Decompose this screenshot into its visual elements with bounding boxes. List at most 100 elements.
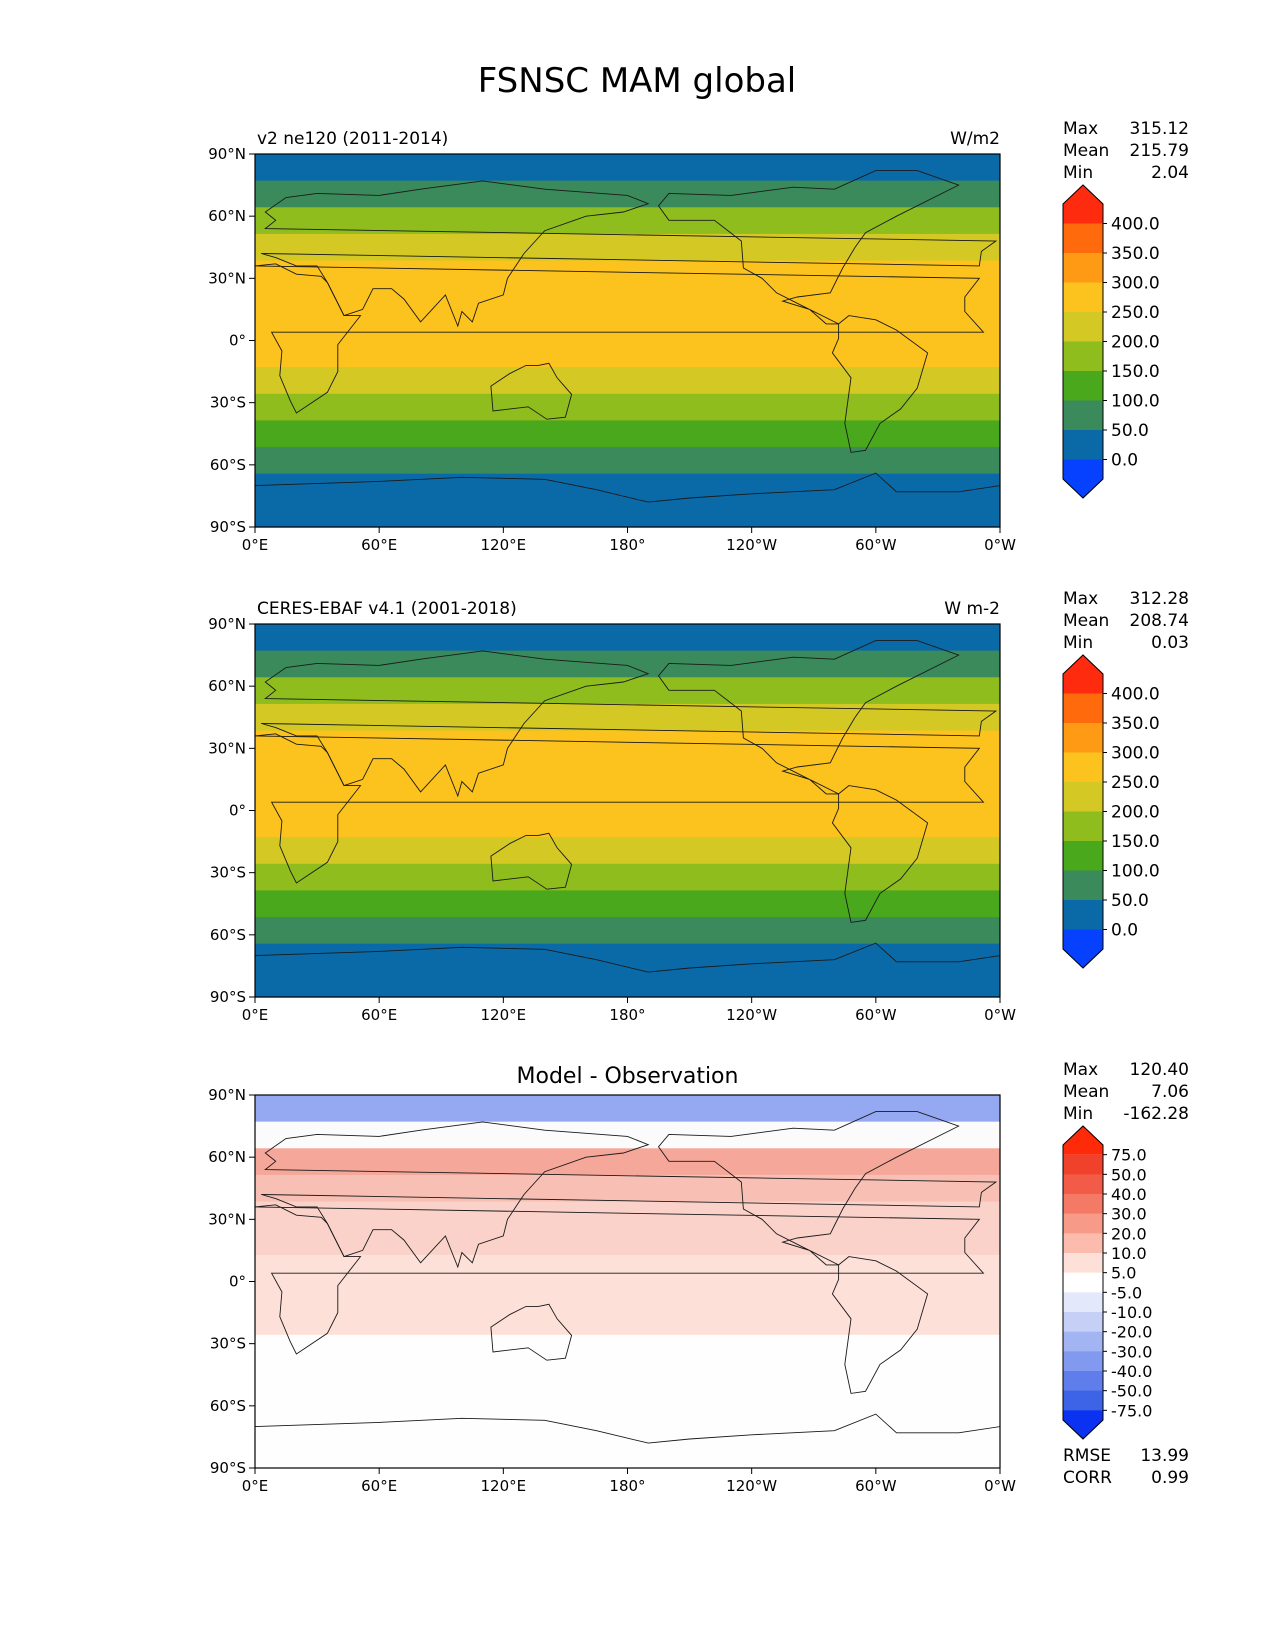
lat-band <box>255 500 1000 528</box>
colorbar-segment <box>1063 400 1103 431</box>
coastline-eurasia <box>261 650 998 798</box>
stat-value-max: 120.40 <box>1130 1060 1189 1080</box>
x-tick-label: 120°E <box>481 1006 527 1024</box>
rmse-value: 13.99 <box>1140 1446 1189 1466</box>
lat-band <box>255 1228 1000 1256</box>
colorbar-label: 50.0 <box>1111 421 1149 441</box>
lat-band <box>255 260 1000 288</box>
lat-band <box>255 863 1000 892</box>
lat-band <box>255 677 1000 705</box>
y-tick-label: 30°N <box>208 1210 246 1228</box>
x-tick-label: 60°E <box>361 1006 397 1024</box>
coastline-australia <box>490 362 573 420</box>
colorbar-segment <box>1063 1194 1103 1215</box>
colorbar-label: 350.0 <box>1111 244 1160 264</box>
stat-label: Min <box>1063 1104 1093 1124</box>
stat-label: Max <box>1063 1060 1098 1080</box>
lat-band <box>255 1414 1000 1442</box>
colorbar-outline <box>1062 1125 1104 1440</box>
y-tick-label: 90°S <box>210 518 246 536</box>
y-tick-label: 60°S <box>210 456 246 474</box>
x-tick-label: 0°W <box>984 1477 1016 1495</box>
lat-band <box>255 730 1000 758</box>
coastline-eurasia <box>261 1121 998 1269</box>
colorbar-segment <box>1063 723 1103 753</box>
x-tick-label: 60°E <box>361 1477 397 1495</box>
colorbar-segment <box>1063 1312 1103 1333</box>
y-tick-label: 60°N <box>208 677 246 695</box>
stat-label: Max <box>1063 119 1098 139</box>
colorbar-segment <box>1063 312 1103 342</box>
colorbar-segment <box>1063 752 1103 783</box>
colorbar-label: 0.0 <box>1111 451 1138 471</box>
lat-band <box>255 1095 1000 1123</box>
x-tick-label: 120°W <box>726 536 777 554</box>
lat-band <box>255 473 1000 501</box>
colorbar-segment <box>1063 1126 1103 1155</box>
x-tick-label: 120°W <box>726 1006 777 1024</box>
colorbar-label: -20.0 <box>1111 1323 1152 1342</box>
corr-value: 0.99 <box>1151 1468 1189 1488</box>
lat-band <box>255 1388 1000 1416</box>
lat-band <box>255 287 1000 315</box>
colorbar-label: -50.0 <box>1111 1382 1152 1401</box>
colorbar-segment <box>1063 1331 1103 1352</box>
lat-band <box>255 313 1000 342</box>
colorbar-outline <box>1062 184 1104 499</box>
colorbar-label: 5.0 <box>1111 1264 1136 1283</box>
colorbar-segment <box>1063 341 1103 372</box>
stat-value-mean: 7.06 <box>1151 1082 1189 1102</box>
lat-band <box>255 837 1000 865</box>
y-tick-label: 30°N <box>208 739 246 757</box>
colorbar-segment <box>1063 900 1103 930</box>
y-tick-label: 90°N <box>208 1086 246 1104</box>
lat-band <box>255 890 1000 918</box>
coastline-south-america <box>831 785 929 923</box>
lat-band <box>255 970 1000 998</box>
panel-units: W m-2 <box>944 599 1000 619</box>
coastline-south-america <box>831 1256 929 1394</box>
colorbar-segment <box>1063 782 1103 812</box>
colorbar-segment <box>1063 282 1103 313</box>
colorbar-segment <box>1063 459 1103 498</box>
x-tick-label: 0°W <box>984 1006 1016 1024</box>
lat-band <box>255 447 1000 475</box>
stat-label: Mean <box>1063 141 1109 161</box>
stat-label: Max <box>1063 589 1098 609</box>
lat-band <box>255 1148 1000 1176</box>
coastline-north-america <box>657 170 960 325</box>
coastline-africa <box>254 1204 985 1355</box>
colorbar-segment <box>1063 1292 1103 1313</box>
lat-band <box>255 757 1000 785</box>
lat-band <box>255 650 1000 678</box>
lat-band <box>255 207 1000 235</box>
y-tick-label: 30°S <box>210 394 246 412</box>
coastline-africa <box>254 263 985 414</box>
colorbar-segment <box>1063 253 1103 283</box>
x-tick-label: 120°E <box>481 536 527 554</box>
panel-title-center: Model - Observation <box>517 1064 739 1089</box>
y-tick-label: 60°N <box>208 1148 246 1166</box>
colorbar-label: -5.0 <box>1111 1283 1142 1302</box>
colorbar-label: 40.0 <box>1111 1185 1147 1204</box>
colorbar-segment <box>1063 1253 1103 1274</box>
coastline-eurasia <box>261 180 998 328</box>
x-tick-label: 60°E <box>361 536 397 554</box>
colorbar-label: 0.0 <box>1111 921 1138 941</box>
colorbar-label: 250.0 <box>1111 303 1160 323</box>
lat-band <box>255 783 1000 812</box>
lat-band <box>255 1281 1000 1309</box>
colorbar-label: 200.0 <box>1111 333 1160 353</box>
lat-band <box>255 1441 1000 1469</box>
lat-band <box>255 1254 1000 1283</box>
coastline-north-america <box>657 640 960 795</box>
y-tick-label: 30°S <box>210 1335 246 1353</box>
lat-band <box>255 943 1000 971</box>
lat-band <box>255 367 1000 395</box>
lat-band <box>255 703 1000 732</box>
lat-band <box>255 1308 1000 1336</box>
x-tick-label: 60°W <box>855 536 897 554</box>
colorbar-segment <box>1063 1233 1103 1254</box>
colorbar-segment <box>1063 371 1103 401</box>
